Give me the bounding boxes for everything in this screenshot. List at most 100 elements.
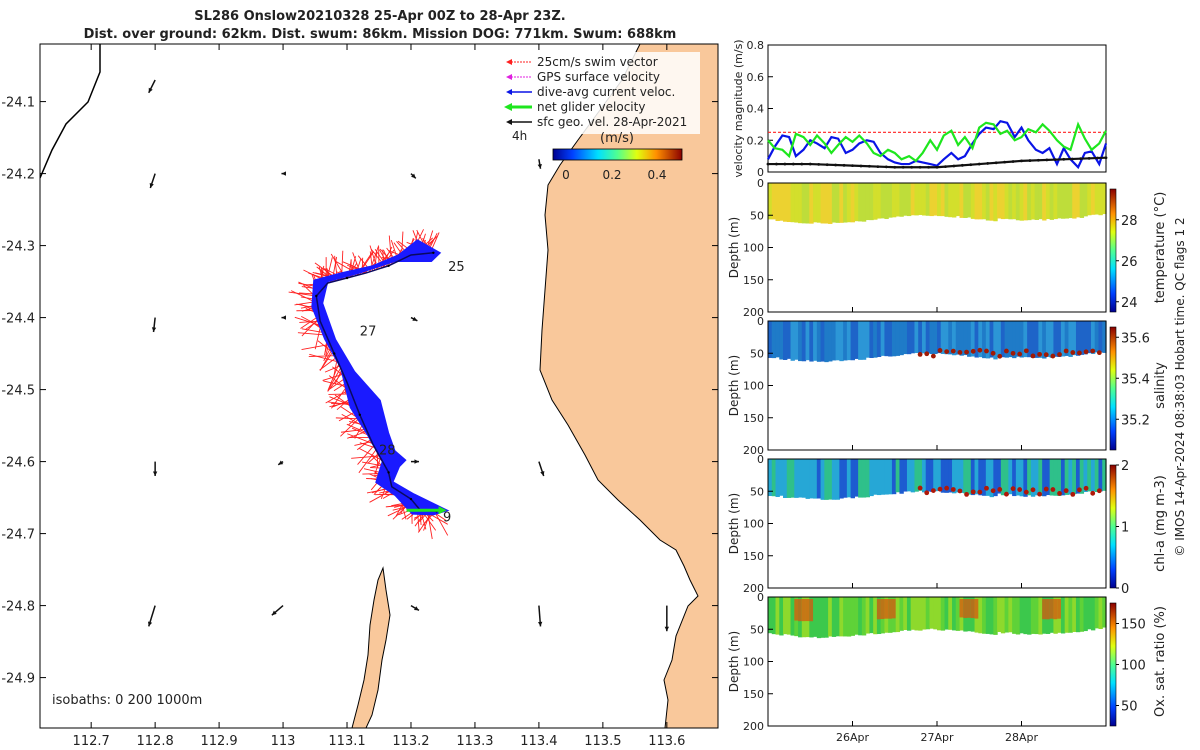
- sfc-geo-marker: [1011, 160, 1015, 163]
- chla-data-column: [820, 459, 825, 500]
- oxygen-data-column: [775, 597, 780, 635]
- salinity-data-column: [1015, 321, 1021, 357]
- map-x-tick-label-6: 113.3: [456, 734, 493, 749]
- sfc-geo-arrows: [147, 79, 670, 632]
- sfc-geo-arrow: [277, 460, 284, 466]
- oxygen-y-tick-label-0: 0: [757, 591, 764, 604]
- temperature-data-column: [959, 183, 964, 218]
- salinity-data-column: [1000, 321, 1006, 358]
- oxygen-data-column: [869, 597, 874, 634]
- salinity-data-column: [1042, 321, 1047, 359]
- temperature-data-column: [858, 183, 863, 222]
- salinity-y-tick-label-3: 150: [743, 412, 764, 425]
- salinity-data-column: [824, 321, 829, 363]
- sfc-geo-marker: [1020, 159, 1023, 163]
- salinity-data-column: [993, 321, 998, 360]
- oxygen-data-column: [1008, 597, 1013, 633]
- temperature-data-column: [835, 183, 840, 223]
- velocity-ylabel: velocity magnitude (m/s): [732, 39, 745, 177]
- sfc-geo-marker: [817, 162, 821, 166]
- chla-data-column: [816, 459, 822, 499]
- oxygen-data-column: [937, 597, 942, 631]
- oxygen-data-column: [921, 597, 927, 630]
- map-legend: 25cm/s swim vector GPS surface velocity …: [500, 52, 700, 182]
- oxygen-data-column: [1102, 597, 1107, 628]
- footer-note: © IMOS 14-Apr-2024 08:38:03 Hobart time.…: [1173, 217, 1187, 556]
- velocity-y-tick-label-1: 0.2: [747, 134, 765, 147]
- salinity-data-column: [1057, 321, 1062, 357]
- oxygen-data-column: [989, 597, 994, 635]
- chla-data-column: [843, 459, 848, 498]
- temperature-data-column: [775, 183, 780, 222]
- temperature-data-column: [952, 183, 957, 218]
- salinity-data-column: [1008, 321, 1013, 358]
- salinity-data-column: [903, 321, 908, 355]
- chla-data-column: [824, 459, 829, 500]
- oxygen-accent-column: [798, 599, 803, 622]
- chla-data-column: [906, 459, 912, 492]
- temperature-data-column: [993, 183, 998, 222]
- salinity-data-column: [876, 321, 882, 358]
- sfc-geo-marker: [834, 163, 837, 167]
- temperature-data-column: [1053, 183, 1058, 220]
- track-point: [345, 276, 349, 280]
- salinity-data-column: [952, 321, 957, 356]
- oxygen-data-column: [1019, 597, 1024, 634]
- sfc-geo-marker: [868, 164, 871, 168]
- chla-data-column: [850, 459, 855, 499]
- chla-colorbar-label: chl-a (mg m-3): [1153, 475, 1168, 572]
- oxygen-data-column: [1098, 597, 1103, 629]
- chla-data-column: [997, 459, 1002, 494]
- temperature-data-column: [828, 183, 833, 224]
- chla-data-column: [861, 459, 867, 498]
- chla-data-column: [895, 459, 901, 493]
- sfc-geo-marker: [1104, 156, 1108, 160]
- chla-data-column: [1038, 459, 1043, 496]
- temperature-data-column: [820, 183, 825, 224]
- temperature-data-column: [1045, 183, 1051, 220]
- chla-data-column: [1090, 459, 1096, 492]
- temperature-data-column: [865, 183, 870, 221]
- chla-data-column: [1094, 459, 1100, 493]
- salinity-data-column: [997, 321, 1002, 356]
- oxygen-data-column: [1015, 597, 1021, 635]
- oxygen-data-column: [978, 597, 983, 634]
- oxygen-accent-column: [876, 599, 882, 620]
- day-label-3: 9: [443, 510, 451, 525]
- map-x-tick-label-8: 113.5: [584, 734, 621, 749]
- salinity-data-column: [816, 321, 822, 362]
- oxygen-data-column: [843, 597, 848, 637]
- sfc-geo-arrow: [537, 159, 542, 169]
- profile-panel-chla: 0 50 100 150 200 Depth (m) 0 1 2 chl-a (mg m-3): [727, 453, 1168, 597]
- salinity-data-column: [1102, 321, 1107, 353]
- salinity-data-column: [918, 321, 923, 353]
- chla-data-column: [1087, 459, 1092, 492]
- chla-data-column: [963, 459, 968, 494]
- chla-data-column: [869, 459, 874, 497]
- oxygen-data-column: [786, 597, 792, 635]
- temperature-data-column: [967, 183, 972, 218]
- temperature-data-column: [1049, 183, 1055, 220]
- temperature-data-column: [1087, 183, 1092, 216]
- temperature-y-tick-label-1: 50: [750, 209, 764, 222]
- salinity-data-column: [813, 321, 818, 361]
- oxygen-data-column: [783, 597, 788, 635]
- swim-vector-arrow: [340, 416, 362, 437]
- chla-data-column: [783, 459, 788, 498]
- isobaths-label: isobaths: 0 200 1000m: [52, 693, 202, 708]
- chla-data-column: [1023, 459, 1028, 497]
- colorbar-tick-0: 0: [562, 168, 570, 182]
- swim-vector-arrow: [320, 351, 334, 370]
- temperature-data-column: [1064, 183, 1070, 219]
- temperature-data-column: [1079, 183, 1085, 218]
- temperature-data-column: [771, 183, 777, 220]
- swim-vector-arrow: [356, 439, 372, 451]
- oxygen-data-column: [1079, 597, 1085, 632]
- salinity-data-column: [1083, 321, 1088, 355]
- temperature-data-column: [843, 183, 848, 223]
- temperature-data-column: [948, 183, 953, 218]
- salinity-data-column: [1098, 321, 1103, 353]
- sfc-geo-marker: [1037, 158, 1040, 162]
- chla-data-column: [1060, 459, 1066, 496]
- sfc-geo-marker: [935, 165, 939, 169]
